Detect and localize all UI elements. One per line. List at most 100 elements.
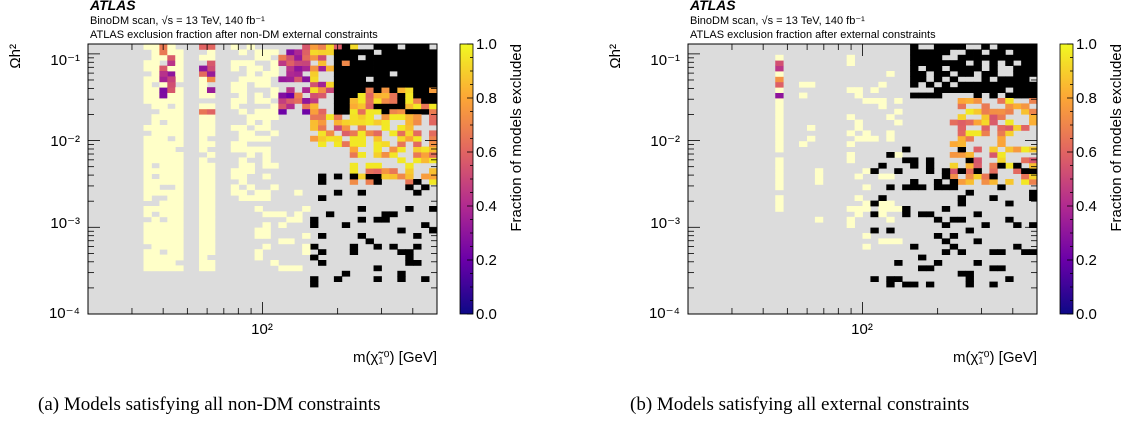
heatmap-cell — [886, 238, 895, 245]
heatmap-cell — [1029, 249, 1038, 255]
heatmap-cell — [159, 168, 168, 174]
heatmap-cell — [262, 54, 271, 61]
heatmap-cell — [989, 60, 998, 66]
heatmap-cell — [862, 243, 871, 250]
heatmap-cell — [206, 243, 216, 250]
heatmap-cell — [846, 114, 855, 120]
heatmap-cell — [206, 130, 216, 137]
heatmap-cell — [775, 179, 784, 185]
heatmap-cell — [270, 260, 279, 266]
heatmap-cell — [910, 81, 919, 88]
heatmap-cell — [775, 173, 784, 180]
heatmap-cell — [910, 44, 919, 50]
heatmap-cell — [775, 168, 784, 174]
heatmap-cell — [910, 92, 919, 99]
heatmap-cell — [175, 92, 184, 99]
heatmap-cell — [397, 114, 406, 120]
heatmap-cell — [965, 135, 974, 142]
heatmap-cell — [941, 71, 951, 77]
heatmap-cell — [206, 238, 216, 245]
heatmap-cell — [294, 189, 303, 196]
heatmap-cell — [341, 60, 351, 66]
heatmap-cell — [143, 222, 152, 228]
heatmap-cell — [294, 65, 303, 72]
heatmap-cell — [421, 54, 430, 61]
heatmap-cell — [333, 108, 343, 115]
heatmap-cell — [318, 233, 327, 239]
heatmap-cell — [167, 71, 176, 77]
heatmap-cell — [1005, 119, 1014, 126]
heatmap-cell — [278, 92, 287, 99]
heatmap-cell — [333, 125, 343, 131]
heatmap-cell — [941, 87, 951, 93]
heatmap-cell — [318, 54, 327, 61]
heatmap-cell — [973, 260, 982, 266]
heatmap-cell — [902, 184, 911, 191]
heatmap-cell — [302, 60, 311, 66]
heatmap-cell — [159, 65, 168, 72]
y-tick-label-a-3: 10⁻¹ — [50, 52, 80, 69]
heatmap-cell — [175, 108, 184, 115]
heatmap-cell — [143, 87, 152, 93]
colorbar-tick-a-0: 0.0 — [476, 306, 497, 323]
heatmap-cell — [429, 92, 438, 99]
heatmap-cell — [159, 71, 168, 77]
heatmap-cell — [333, 92, 343, 99]
heatmap-cell — [389, 98, 398, 104]
heatmap-cell — [381, 87, 390, 93]
heatmap-cell — [1029, 98, 1038, 104]
heatmap-cell — [775, 135, 784, 142]
heatmap-cell — [373, 103, 382, 110]
y-axis-label-a: Ωh² — [7, 44, 24, 69]
heatmap-cell — [151, 168, 160, 174]
heatmap-cell — [381, 71, 390, 77]
heatmap-cell — [159, 260, 168, 266]
heatmap-cell — [246, 76, 255, 83]
heatmap-cell — [151, 152, 160, 158]
heatmap-cell — [206, 200, 216, 207]
heatmap-cell — [381, 54, 390, 61]
heatmap-cell — [151, 254, 160, 261]
heatmap-cell — [262, 119, 271, 126]
heatmap-cell — [918, 60, 927, 66]
heatmap-cell — [878, 98, 887, 104]
heatmap-cell — [254, 54, 263, 61]
heatmap-cell — [206, 189, 216, 196]
heatmap-cell — [997, 114, 1006, 120]
heatmap-cell — [302, 233, 311, 239]
heatmap-cell — [262, 189, 271, 196]
heatmap-cell — [206, 119, 216, 126]
heatmap-cell — [310, 92, 319, 99]
heatmap-cell — [199, 260, 208, 266]
heatmap-cell — [254, 189, 263, 196]
heatmap-cell — [1029, 71, 1038, 77]
heatmap-cell — [341, 49, 351, 56]
heatmap-cell — [949, 65, 959, 72]
heatmap-cell — [397, 276, 406, 282]
heatmap-cell — [413, 152, 422, 158]
heatmap-cell — [989, 168, 998, 174]
heatmap-cell — [429, 65, 438, 72]
heatmap-cell — [357, 92, 367, 99]
heatmap-cell — [902, 281, 911, 288]
heatmap-cell — [1005, 103, 1014, 110]
x-ticks-b — [687, 44, 1038, 314]
heatmap-cell — [167, 119, 176, 126]
heatmap-cell — [310, 71, 319, 77]
heatmap-cell — [775, 81, 784, 88]
heatmap-cell — [775, 98, 784, 104]
colorbar-tick-a-3: 0.6 — [476, 144, 497, 161]
heatmap-cell — [997, 135, 1006, 142]
heatmap-cell — [230, 189, 240, 196]
heatmap-cell — [870, 276, 879, 282]
heatmap-cells-b — [775, 44, 1038, 288]
heatmap-cell — [333, 76, 343, 83]
heatmap-cell — [349, 179, 359, 185]
heatmap-cell — [949, 243, 959, 250]
heatmap-cell — [775, 206, 784, 212]
heatmap-cell — [151, 206, 160, 212]
heatmap-cell — [262, 71, 271, 77]
heatmap-cell — [957, 98, 967, 104]
heatmap-cell — [143, 146, 152, 153]
heatmap-cell — [199, 114, 208, 120]
